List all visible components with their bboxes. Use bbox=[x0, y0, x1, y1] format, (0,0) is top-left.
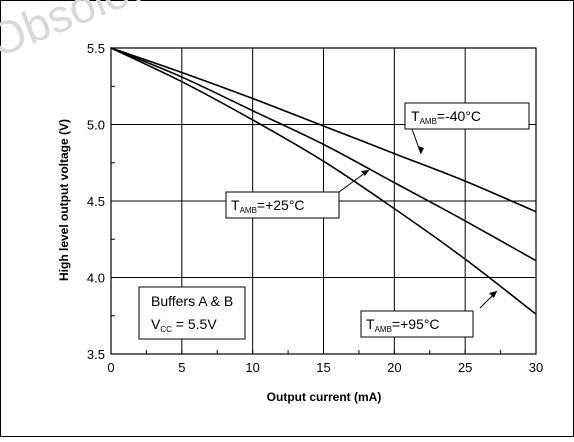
series-line bbox=[110, 47, 537, 315]
arrow-p95-head bbox=[489, 291, 497, 298]
x-tick-label: 30 bbox=[529, 360, 543, 375]
x-tick-label: 10 bbox=[245, 360, 259, 375]
series-line bbox=[110, 47, 537, 213]
x-tick-label: 25 bbox=[458, 360, 472, 375]
svg-text:TAMB=+95°C: TAMB=+95°C bbox=[366, 316, 440, 334]
info-box-title: Buffers A & B bbox=[151, 293, 233, 309]
x-tick-label: 5 bbox=[178, 360, 185, 375]
arrow-m40-head bbox=[418, 146, 424, 154]
x-tick-label: 15 bbox=[316, 360, 330, 375]
label-tamb-plus25: TAMB=+25°C bbox=[225, 191, 340, 219]
x-tick-label: 20 bbox=[387, 360, 401, 375]
svg-text:TAMB=+25°C: TAMB=+25°C bbox=[231, 197, 305, 215]
series-layer bbox=[110, 47, 537, 315]
y-tick-label: 4.5 bbox=[87, 194, 105, 209]
y-tick-label: 4.0 bbox=[87, 271, 105, 286]
annotation-arrows bbox=[338, 128, 498, 309]
svg-text:TAMB=-40°C: TAMB=-40°C bbox=[411, 108, 481, 126]
y-axis-label: High level output voltage (V) bbox=[57, 119, 71, 281]
info-box-vcc: VCC = 5.5V bbox=[151, 316, 217, 334]
label-tamb-minus40: TAMB=-40°C bbox=[404, 102, 530, 130]
y-tick-label: 3.5 bbox=[87, 347, 105, 362]
info-box: Buffers A & B VCC = 5.5V bbox=[138, 286, 246, 340]
y-tick-label: 5.5 bbox=[87, 41, 105, 56]
series-line bbox=[110, 47, 537, 262]
watermark: Obsolete bbox=[0, 0, 172, 67]
x-tick-label: 0 bbox=[107, 360, 114, 375]
tick-labels: 0 5 10 15 20 25 30 3.5 4.0 4.5 5.0 5.5 bbox=[87, 41, 543, 375]
x-axis-label: Output current (mA) bbox=[267, 390, 382, 404]
y-tick-label: 5.0 bbox=[87, 118, 105, 133]
arrow-p25-head bbox=[361, 170, 369, 176]
label-tamb-plus95: TAMB=+95°C bbox=[360, 310, 474, 338]
